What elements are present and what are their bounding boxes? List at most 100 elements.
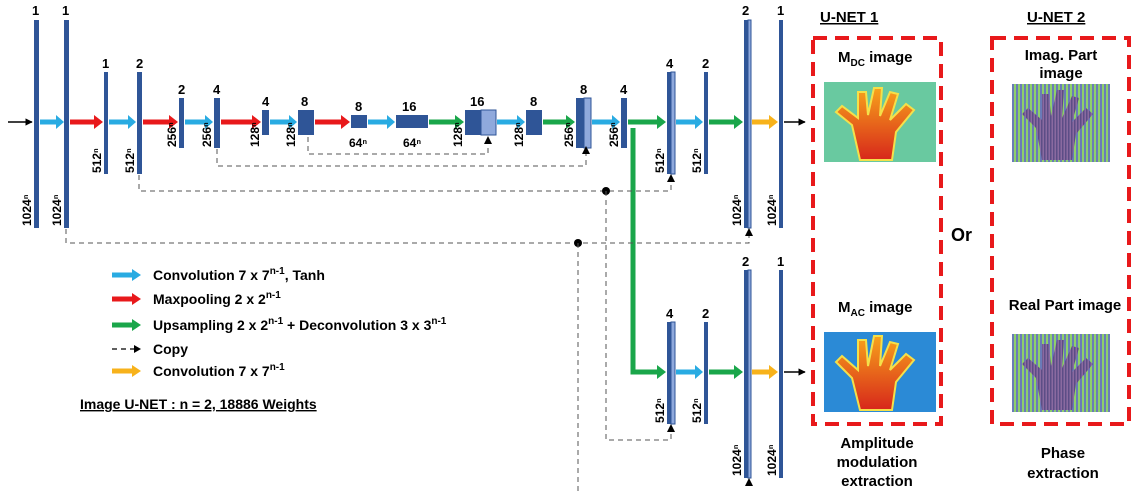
top-label: 2 [742,3,749,18]
side-label: 512ⁿ [123,148,137,173]
imag-label-line1: Imag. Part [1025,47,1098,64]
legend-swatch-head [132,365,141,377]
top-label: 2 [178,82,185,97]
layer-bar [779,20,783,228]
top-label: 8 [355,99,362,114]
layer-bar [704,322,708,424]
branch2-arrows [630,128,806,379]
top-label: 8 [580,82,587,97]
legend: Convolution 7 x 7n-1, Tanh Maxpooling 2 … [80,266,447,412]
copy-arrow-head [745,228,753,236]
maxpool-arrow-head [341,115,350,129]
layer-bar [179,98,184,148]
unet1-title: U-NET 1 [820,9,878,26]
layer-bar-concat [670,71,676,175]
layer-bar [262,110,269,135]
side-label: 512ⁿ [690,148,704,173]
layer-bar [104,72,108,174]
mac-label: MAC image [838,299,912,319]
upsample-arrow-head [657,115,666,129]
branch2-labels: 4 2 2 1 512ⁿ 512ⁿ 1024ⁿ 1024ⁿ [653,254,784,476]
layer-side-labels: 1024ⁿ 1024ⁿ 512ⁿ 512ⁿ 256ⁿ 256ⁿ 128ⁿ 128… [20,122,779,226]
top-label: 16 [470,94,484,109]
branch2-bars [667,269,783,479]
conv-arrow-head [695,365,703,379]
conv-arrow-head [56,115,64,129]
upsample-branch-line [630,128,657,375]
unet2-dashed-box [990,36,1131,426]
layer-bar [704,72,708,174]
conv-arrow-head [612,115,620,129]
encoder-decoder-bars [34,19,783,229]
legend-item-copy: Copy [153,341,188,357]
layer-bar [64,20,69,228]
layer-bar-concat [583,97,592,149]
layer-bar [214,98,220,148]
conv-arrow-head [695,115,703,129]
side-label: 256ⁿ [165,122,179,147]
layer-bar-concat [670,321,676,425]
side-label: 128ⁿ [512,122,526,147]
real-label: Real Part image [1009,297,1122,314]
unet1-dashed-box [811,36,943,426]
top-label: 1 [102,56,109,71]
layer-bar [137,72,142,174]
legend-item-final-conv: Convolution 7 x 7n-1 [153,362,285,379]
conv-arrow-head [128,115,136,129]
upsample-arrow-head [734,115,743,129]
mdc-label: MDC image [838,49,912,69]
maxpool-arrow-head [169,115,178,129]
layer-bar [744,270,748,478]
side-label: 256ⁿ [607,122,621,147]
caption-amplitude-3: extraction [841,473,913,490]
side-label: 1024ⁿ [765,444,779,476]
caption-amplitude-2: modulation [837,454,918,471]
copy-line-512-branch [605,191,672,441]
legend-swatch-head [132,319,141,331]
upsample-arrow-head [657,365,666,379]
top-label: 8 [301,94,308,109]
imag-part-image [1012,84,1110,162]
layer-bar-concat [747,269,752,479]
side-label: 512ⁿ [90,148,104,173]
conv-arrow-head [387,115,395,129]
top-label: 4 [620,82,628,97]
legend-swatch-head [132,269,141,281]
copy-connections [65,136,753,493]
final-conv-arrow-head [769,115,778,129]
caption-amplitude-1: Amplitude [840,435,913,452]
legend-item-maxpool: Maxpooling 2 x 2n-1 [153,290,281,307]
top-label: 8 [530,94,537,109]
legend-swatch-head [134,345,141,353]
layer-bar [744,20,748,228]
top-label: 4 [213,82,221,97]
side-label: 128ⁿ [284,122,298,147]
top-label: 4 [262,94,270,109]
caption-phase-1: Phase [1041,445,1085,462]
copy-arrow-head [667,424,675,432]
caption-phase-2: extraction [1027,465,1099,482]
side-label: 512ⁿ [690,398,704,423]
layer-bar [351,115,367,128]
unet2-title: U-NET 2 [1027,9,1085,26]
legend-item-upsample: Upsampling 2 x 2n-1 + Deconvolution 3 x … [153,316,447,333]
layer-bar [576,98,584,148]
upsample-arrow-head [566,115,575,129]
unet2-panel: U-NET 2 Imag. Part image Real Part image… [990,9,1131,482]
top-label: 16 [402,99,416,114]
conv-arrow-head [517,115,525,129]
main-row-arrows [40,115,806,129]
side-label: 128ⁿ [248,122,262,147]
layer-bar-concat [480,109,497,136]
imag-label-line2: image [1039,65,1082,82]
layer-bar [667,322,671,424]
layer-bar [396,115,428,128]
mdc-hand-image [824,82,936,162]
copy-arrow-head [484,136,492,144]
unet-params-note: Image U-NET : n = 2, 18886 Weights [80,396,317,412]
layer-bar [298,110,314,135]
unet1-panel: U-NET 1 MDC image MAC image Amplitude mo… [811,9,943,490]
upsample-arrow-head [734,365,743,379]
top-label: 1 [32,3,39,18]
